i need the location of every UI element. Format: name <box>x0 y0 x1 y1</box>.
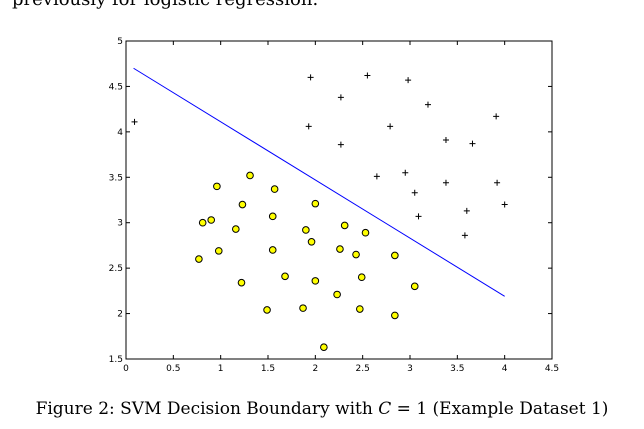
caption-suffix: (Example Dataset 1) <box>427 399 609 419</box>
y-tick-label: 4 <box>117 128 123 138</box>
negative-point <box>357 273 366 282</box>
positive-point <box>411 189 418 196</box>
x-tick-label: 3 <box>407 364 413 374</box>
positive-point <box>501 201 508 208</box>
negative-point <box>268 246 277 254</box>
caption-variable: C <box>378 399 392 419</box>
caption-prefix: Figure 2: SVM Decision Boundary with <box>35 399 379 419</box>
positive-point <box>415 213 422 220</box>
negative-point <box>198 218 207 227</box>
figure-caption: Figure 2: SVM Decision Boundary with C =… <box>0 398 644 420</box>
negative-point <box>238 200 247 209</box>
negative-point <box>281 272 289 281</box>
positive-point <box>307 74 314 81</box>
positive-point <box>337 141 344 148</box>
intro-text: previously for logistic regression. <box>12 0 318 11</box>
x-tick-label: 3.5 <box>450 364 464 374</box>
svm-figure: 0 0.5 1 1.5 2 2.5 3 3.5 4 4.5 1.5 2 2.5 3 3.5 4 4.5 5 <box>109 37 559 374</box>
decision-boundary-line <box>133 67 505 297</box>
x-tick-label: 2.5 <box>356 364 370 374</box>
y-tick-label: 4.5 <box>109 82 123 92</box>
positive-point <box>364 72 371 79</box>
plot-frame <box>125 40 553 360</box>
decision-boundary-group <box>133 67 505 297</box>
axis-tick-labels: 0 0.5 1 1.5 2 2.5 3 3.5 4 4.5 1.5 2 2.5 3 3.5 4 4.5 5 <box>109 37 559 374</box>
y-tick-label: 3.5 <box>109 173 123 183</box>
x-tick-label: 0 <box>123 364 129 374</box>
positive-point <box>463 207 470 214</box>
negative-point <box>311 277 320 285</box>
y-tick-label: 5 <box>117 37 123 47</box>
positive-point <box>469 140 476 147</box>
positive-point <box>131 118 138 125</box>
negative-point <box>361 228 370 237</box>
negative-point <box>237 278 246 287</box>
negative-point <box>320 343 328 351</box>
negative-point <box>340 221 349 230</box>
negative-point <box>207 216 215 224</box>
positive-point <box>442 179 449 186</box>
negative-point <box>246 171 254 180</box>
positive-point <box>305 123 312 130</box>
negative-point <box>391 311 399 320</box>
negative-point <box>263 306 271 314</box>
negative-point <box>214 247 223 255</box>
x-tick-label: 4.5 <box>545 364 559 374</box>
negative-point <box>270 185 279 193</box>
y-tick-label: 2.5 <box>109 264 123 274</box>
y-tick-label: 1.5 <box>109 355 123 365</box>
positive-point <box>387 123 394 130</box>
x-tick-label: 1 <box>218 364 224 374</box>
negative-points <box>195 171 419 351</box>
negative-point <box>195 255 203 263</box>
y-tick-label: 2 <box>117 310 123 320</box>
positive-point <box>424 101 431 108</box>
positive-point <box>493 113 500 120</box>
positive-point <box>405 77 412 84</box>
x-tick-label: 4 <box>502 364 508 374</box>
positive-points <box>131 72 508 239</box>
negative-point <box>268 212 277 221</box>
x-tick-label: 1.5 <box>261 364 275 374</box>
negative-point <box>213 182 221 191</box>
positive-point <box>373 173 380 180</box>
positive-point <box>402 169 409 176</box>
positive-point <box>337 94 344 101</box>
positive-point <box>442 137 449 144</box>
negative-point <box>336 245 344 253</box>
axis-ticks <box>125 40 553 360</box>
y-tick-label: 3 <box>117 219 123 229</box>
positive-point <box>494 179 501 186</box>
negative-point <box>311 199 320 208</box>
negative-point <box>299 304 307 312</box>
negative-point <box>410 282 419 291</box>
negative-point <box>352 250 360 259</box>
scatter-plot: 0 0.5 1 1.5 2 2.5 3 3.5 4 4.5 1.5 2 2.5 3 3.5 4 4.5 5 <box>109 37 559 374</box>
negative-point <box>333 290 341 299</box>
positive-point <box>461 232 468 239</box>
negative-point <box>307 237 316 246</box>
negative-point <box>232 225 240 233</box>
negative-point <box>356 305 364 313</box>
negative-point <box>302 226 310 234</box>
caption-equals: = 1 <box>391 399 428 419</box>
x-tick-label: 2 <box>312 364 318 374</box>
negative-point <box>391 251 399 260</box>
x-tick-label: 0.5 <box>166 364 180 374</box>
